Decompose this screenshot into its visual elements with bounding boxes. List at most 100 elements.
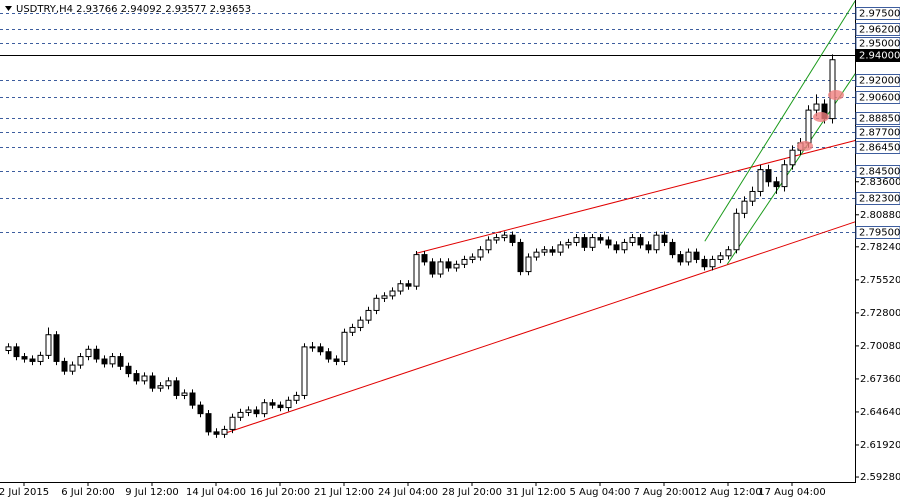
trend-line: [221, 221, 856, 435]
candle-body: [285, 399, 292, 409]
candle-body: [605, 239, 612, 246]
candle-body: [357, 319, 364, 328]
candle-body: [629, 237, 636, 243]
candle-body: [69, 364, 76, 372]
candle-body: [213, 431, 220, 435]
candle-body: [709, 258, 716, 268]
candle-body: [789, 149, 796, 166]
x-tick-label: 2 Jul 2015: [0, 487, 49, 498]
candle-body: [45, 334, 52, 356]
x-tick-label: 28 Jul 20:00: [442, 487, 502, 498]
candle-body: [525, 256, 532, 273]
x-tick-label: 5 Aug 04:00: [569, 487, 630, 498]
candle-body: [381, 295, 388, 299]
candle-body: [29, 358, 36, 362]
highlight: [828, 90, 844, 100]
candle-body: [813, 103, 820, 111]
candle-body: [637, 237, 644, 246]
y-tick-label: 2.75520: [860, 275, 900, 286]
level-label: 2.94000: [859, 51, 900, 62]
level-label-box: [855, 74, 900, 87]
x-tick-label: 16 Jul 20:00: [250, 487, 310, 498]
candle-body: [549, 249, 556, 253]
candle-body: [717, 255, 724, 260]
candle-body: [677, 254, 684, 263]
candle-body: [781, 164, 788, 188]
candle-body: [333, 358, 340, 362]
chart-title: USDTRY,H4 2.93766 2.94092 2.93577 2.9365…: [16, 4, 251, 15]
candle-body: [501, 234, 508, 239]
candle-body: [461, 258, 468, 265]
y-tick-label: 2.70080: [860, 341, 900, 352]
candle-body: [341, 331, 348, 362]
candle-body: [733, 212, 740, 251]
candle-body: [165, 380, 172, 387]
candle-body: [389, 290, 396, 297]
candle-body: [325, 351, 332, 360]
level-label-box: [855, 192, 900, 205]
candle-body: [573, 237, 580, 243]
candle-body: [469, 256, 476, 260]
candle-body: [301, 346, 308, 396]
candle-body: [229, 416, 236, 430]
highlight: [797, 141, 813, 151]
candle-body: [669, 241, 676, 256]
candle-body: [93, 348, 100, 360]
level-label-box: [855, 7, 900, 20]
x-tick-label: 14 Jul 04:00: [186, 487, 246, 498]
candle-body: [317, 346, 324, 353]
candle-body: [349, 326, 356, 333]
y-tick-label: 2.61920: [860, 440, 900, 451]
level-label: 2.86450: [859, 143, 900, 154]
candle-body: [253, 409, 260, 415]
level-label-box: [855, 91, 900, 104]
y-tick-label: 2.80880: [860, 210, 900, 221]
candle-body: [413, 254, 420, 287]
candle-body: [445, 261, 452, 269]
level-label: 2.84500: [859, 167, 900, 178]
candle-body: [181, 392, 188, 396]
candle-body: [53, 334, 60, 362]
candle-body: [141, 375, 148, 382]
candle-body: [653, 234, 660, 251]
level-label: 2.82300: [859, 194, 900, 205]
candle-body: [293, 394, 300, 401]
candle-body: [117, 356, 124, 367]
candle-body: [365, 309, 372, 321]
candle-body: [533, 251, 540, 258]
candle-body: [237, 411, 244, 418]
level-label-box: [855, 49, 900, 62]
candle-body: [205, 413, 212, 433]
level-label-box: [855, 126, 900, 139]
x-tick-label: 9 Jul 12:00: [125, 487, 179, 498]
candle-body: [621, 241, 628, 251]
level-label: 2.96200: [859, 25, 900, 36]
level-label-box: [855, 23, 900, 36]
y-tick-label: 2.67360: [860, 374, 900, 385]
candle-body: [85, 348, 92, 358]
candle-body: [581, 237, 588, 248]
candle-body: [741, 200, 748, 214]
candle-body: [405, 283, 412, 287]
candle-body: [133, 373, 140, 382]
level-label: 2.87700: [859, 128, 900, 139]
x-tick-label: 21 Jul 12:00: [314, 487, 374, 498]
candle-body: [261, 402, 268, 415]
candle-body: [661, 234, 668, 243]
x-tick-label: 6 Jul 20:00: [61, 487, 115, 498]
y-tick-label: 2.83600: [860, 177, 900, 188]
candle-body: [149, 375, 156, 389]
candle-body: [597, 237, 604, 241]
candle-body: [189, 392, 196, 406]
x-tick-label: 24 Jul 04:00: [378, 487, 438, 498]
candle-body: [373, 297, 380, 311]
candle-body: [485, 239, 492, 251]
candle-body: [557, 244, 564, 253]
candle-body: [101, 358, 108, 365]
candle-body: [765, 169, 772, 183]
candle-body: [701, 258, 708, 268]
candle-body: [437, 261, 444, 275]
